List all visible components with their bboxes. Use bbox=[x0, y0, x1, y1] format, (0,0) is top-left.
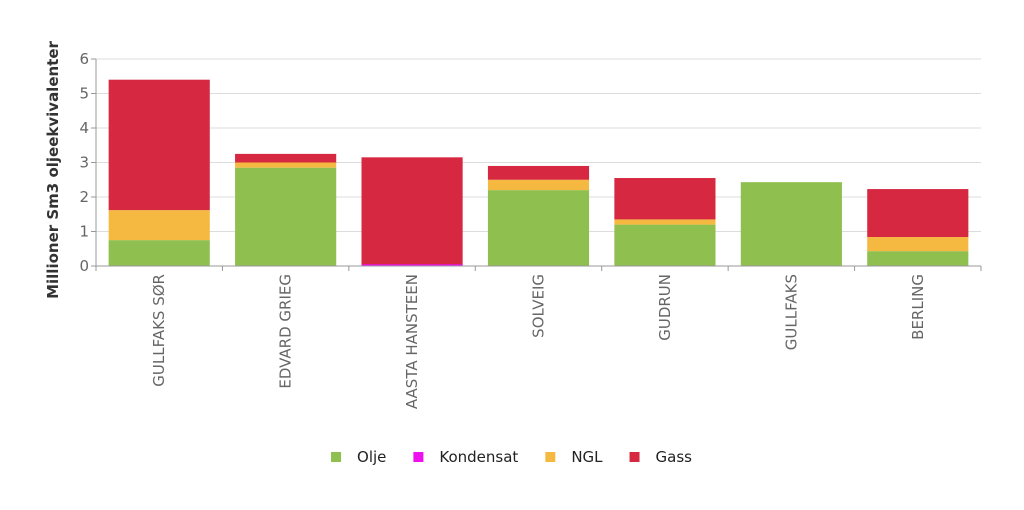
bar-gass-berling[interactable] bbox=[867, 189, 969, 238]
legend-swatch-kondensat bbox=[413, 452, 424, 462]
bar-olje-gudrun[interactable] bbox=[614, 224, 716, 266]
y-axis-title: Millioner Sm3 oljeekvivalenter bbox=[44, 40, 62, 298]
bar-ngl-solveig[interactable] bbox=[487, 179, 590, 191]
bar-ngl-edvard-grieg[interactable] bbox=[235, 162, 337, 168]
bar-olje-solveig[interactable] bbox=[487, 190, 590, 266]
legend-label-olje: Olje bbox=[357, 448, 386, 466]
x-tick-label-aasta-hansteen: AASTA HANSTEEN bbox=[403, 274, 421, 409]
bar-olje-edvard-grieg[interactable] bbox=[235, 167, 337, 266]
bars bbox=[108, 79, 969, 266]
legend-label-kondensat: Kondensat bbox=[439, 448, 518, 466]
x-tick-label-edvard-grieg: EDVARD GRIEG bbox=[277, 274, 295, 389]
y-axis-ticks: 0 1 2 3 4 5 6 bbox=[79, 50, 96, 275]
y-tick-label-2: 2 bbox=[79, 188, 89, 206]
bar-kondensat-aasta-hansteen[interactable] bbox=[361, 264, 463, 266]
legend-label-ngl: NGL bbox=[571, 448, 603, 466]
bar-olje-gullfaks[interactable] bbox=[740, 182, 842, 266]
x-tick-label-berling: BERLING bbox=[909, 274, 927, 340]
bar-ngl-gullfaks-sor[interactable] bbox=[108, 210, 210, 241]
bar-gass-edvard-grieg[interactable] bbox=[235, 153, 337, 163]
y-tick-label-4: 4 bbox=[79, 119, 89, 137]
bar-olje-gullfaks-sor[interactable] bbox=[108, 240, 210, 266]
bar-gass-aasta-hansteen[interactable] bbox=[361, 157, 463, 265]
y-tick-label-5: 5 bbox=[79, 85, 89, 103]
bar-ngl-gudrun[interactable] bbox=[614, 219, 716, 225]
bar-gass-gullfaks-sor[interactable] bbox=[108, 79, 210, 211]
legend-label-gass: Gass bbox=[656, 448, 693, 466]
bar-ngl-berling[interactable] bbox=[867, 237, 969, 252]
y-tick-label-0: 0 bbox=[79, 257, 89, 275]
legend-item-kondensat[interactable]: Kondensat bbox=[413, 448, 518, 466]
bar-olje-berling[interactable] bbox=[867, 251, 969, 266]
legend-item-olje[interactable]: Olje bbox=[331, 448, 386, 466]
legend-swatch-ngl bbox=[545, 452, 556, 462]
x-tick-label-gudrun: GUDRUN bbox=[656, 274, 674, 341]
legend-item-gass[interactable]: Gass bbox=[629, 448, 693, 466]
legend-swatch-olje bbox=[331, 452, 342, 462]
x-axis-ticks: GULLFAKS SØR EDVARD GRIEG AASTA HANSTEEN SO… bbox=[95, 266, 982, 409]
x-tick-label-solveig: SOLVEIG bbox=[530, 274, 548, 338]
bar-gass-gudrun[interactable] bbox=[614, 178, 716, 220]
legend-swatch-gass bbox=[629, 452, 640, 462]
y-tick-label-3: 3 bbox=[79, 154, 89, 172]
legend-item-ngl[interactable]: NGL bbox=[545, 448, 603, 466]
legend: Olje Kondensat NGL Gass bbox=[331, 448, 692, 466]
x-tick-label-gullfaks-sor: GULLFAKS SØR bbox=[150, 274, 168, 387]
y-tick-label-1: 1 bbox=[79, 223, 89, 241]
y-tick-label-6: 6 bbox=[79, 50, 89, 68]
x-tick-label-gullfaks: GULLFAKS bbox=[782, 274, 800, 350]
bar-gass-solveig[interactable] bbox=[487, 165, 590, 180]
